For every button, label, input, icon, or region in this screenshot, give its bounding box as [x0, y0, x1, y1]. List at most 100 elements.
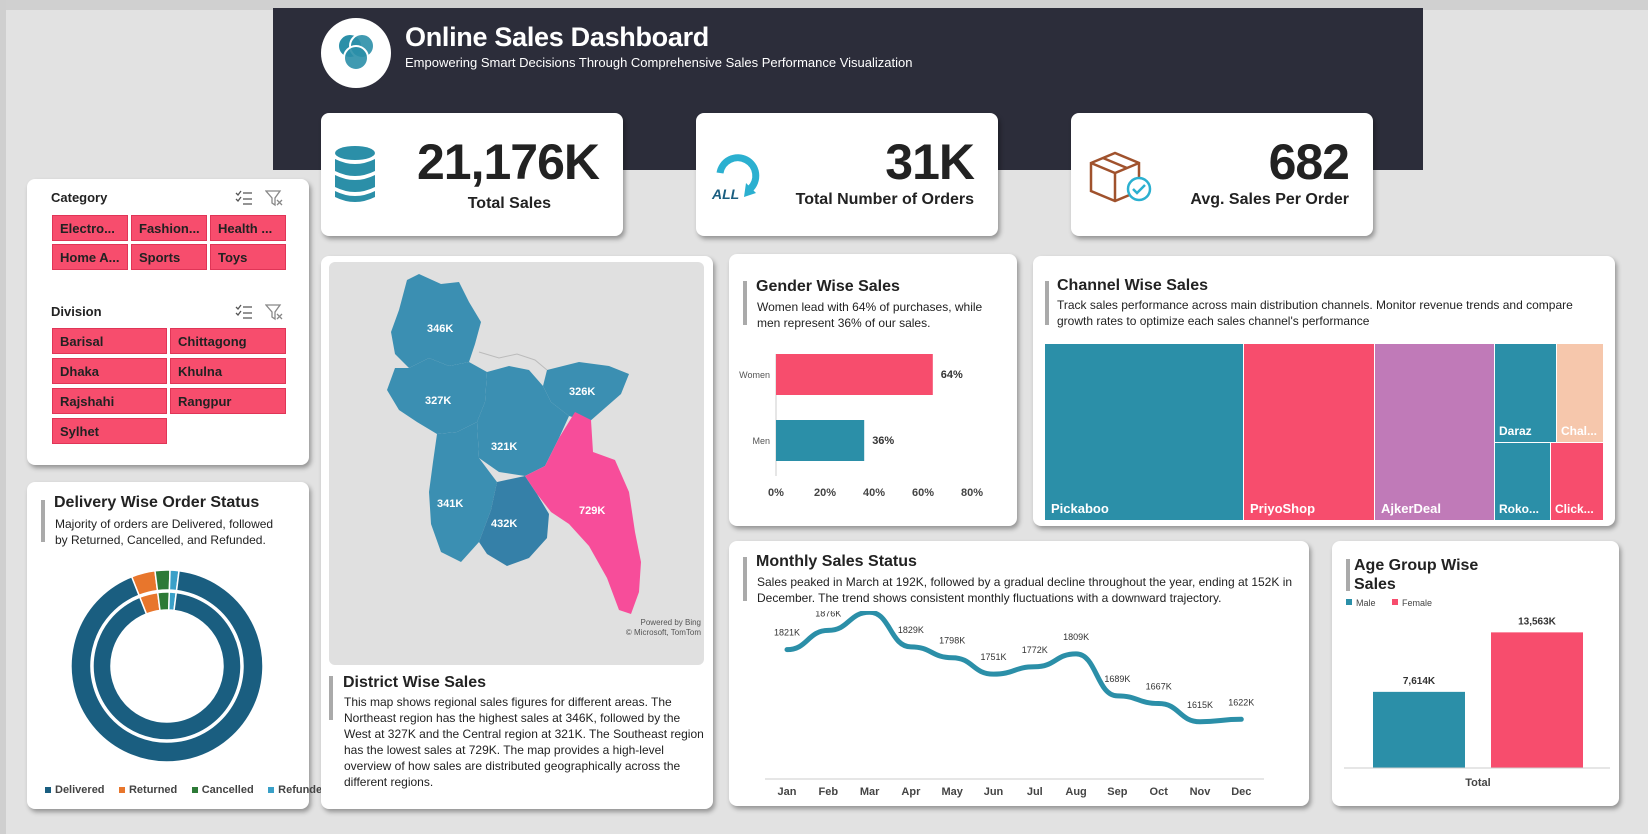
x-tick-label: Jun — [984, 786, 1004, 798]
bar-male[interactable] — [1373, 691, 1465, 768]
accent-bar — [329, 676, 333, 720]
tile-label: Chal... — [1561, 424, 1598, 438]
category-chip[interactable]: Sports — [131, 244, 207, 270]
data-label: 1622K — [1228, 697, 1254, 707]
legend-item: Delivered — [45, 784, 105, 796]
legend-label: Female — [1402, 598, 1432, 608]
monthly-title: Monthly Sales Status — [756, 553, 917, 570]
category-chip[interactable]: Toys — [210, 244, 286, 270]
database-icon — [335, 146, 375, 202]
category-chip[interactable]: Electro... — [52, 215, 128, 241]
accent-bar — [743, 557, 747, 601]
tile-label: Pickaboo — [1051, 501, 1109, 516]
division-chip[interactable]: Khulna — [170, 358, 286, 384]
package-check-icon — [1089, 151, 1152, 203]
legend-label: Cancelled — [201, 784, 254, 796]
svg-text:ALL: ALL — [711, 186, 739, 202]
channel-title: Channel Wise Sales — [1057, 277, 1209, 294]
region-southeast[interactable] — [525, 412, 641, 614]
treemap-tile[interactable]: AjkerDeal — [1375, 344, 1494, 520]
age-bar-chart: Male Female 7,614K 13,563K Total — [1344, 598, 1610, 789]
multi-select-icon[interactable] — [235, 189, 253, 207]
map-desc: This map shows regional sales figures fo… — [344, 695, 704, 789]
data-label: 1751K — [980, 652, 1006, 662]
x-tick-label: Nov — [1190, 786, 1212, 798]
donut-slice-cancelled[interactable] — [156, 591, 171, 612]
division-chip[interactable]: Rangpur — [170, 388, 286, 414]
division-chip[interactable]: Dhaka — [52, 358, 167, 384]
region-northeast[interactable] — [543, 362, 629, 422]
map-label: 346K — [427, 323, 453, 335]
page-title: Online Sales Dashboard — [405, 22, 709, 52]
map-attribution: © Microsoft, TomTom — [626, 628, 701, 637]
division-chip[interactable]: Barisal — [52, 328, 167, 354]
channel-desc: Track sales performance across main dist… — [1057, 298, 1573, 328]
donut-slice-delivered[interactable] — [92, 591, 242, 741]
treemap-tile[interactable]: Chal... — [1557, 344, 1603, 442]
category-label: Women — [739, 370, 770, 380]
legend-label: Male — [1356, 598, 1376, 608]
venn-logo-icon — [337, 33, 375, 71]
map-label: 327K — [425, 395, 451, 407]
x-tick-label: 40% — [863, 487, 885, 499]
bangladesh-map: 346K 327K 326K 321K 341K 432K 729K Power… — [387, 274, 701, 637]
left-band — [0, 0, 6, 834]
treemap-tile[interactable]: Daraz — [1495, 344, 1556, 442]
division-slicer-title: Division — [51, 304, 102, 319]
division-chip[interactable]: Sylhet — [52, 418, 167, 444]
donut-slice-delivered[interactable] — [70, 569, 264, 763]
treemap-tile[interactable]: Click... — [1551, 443, 1603, 520]
x-tick-label: Aug — [1065, 786, 1086, 798]
x-tick-label: 20% — [814, 487, 836, 499]
map-canvas[interactable]: 346K 327K 326K 321K 341K 432K 729K Power… — [329, 262, 704, 665]
legend-item: Cancelled — [191, 784, 254, 796]
treemap-tile[interactable]: PriyoShop — [1244, 344, 1374, 520]
x-tick-label: Oct — [1150, 786, 1169, 798]
category-chip[interactable]: Fashion... — [131, 215, 207, 241]
multi-select-icon[interactable] — [235, 303, 253, 321]
region-southwest[interactable] — [429, 422, 497, 562]
kpi-value: 682 — [1268, 134, 1350, 190]
clear-filter-icon[interactable] — [265, 189, 283, 207]
tile-label: PriyoShop — [1250, 501, 1316, 516]
region-south[interactable] — [479, 476, 549, 566]
x-tick-label: 80% — [961, 487, 983, 499]
map-label: 326K — [569, 386, 595, 398]
region-north[interactable] — [391, 274, 481, 368]
gender-title: Gender Wise Sales — [756, 278, 900, 295]
treemap-tile[interactable]: Pickaboo — [1045, 344, 1243, 520]
division-chip[interactable]: Rajshahi — [52, 388, 167, 414]
bar-men[interactable] — [776, 420, 865, 461]
region-west[interactable] — [387, 358, 487, 434]
kpi-card-total-sales: 21,176K Total Sales — [321, 113, 623, 236]
bar-women[interactable] — [776, 354, 933, 395]
data-label: 1829K — [898, 625, 924, 635]
x-tick-label: Total — [1465, 777, 1490, 789]
division-chip[interactable]: Chittagong — [170, 328, 286, 354]
map-title: District Wise Sales — [343, 674, 487, 691]
refresh-all-icon: ALL — [711, 154, 760, 202]
tile-label: Roko... — [1499, 502, 1540, 516]
donut-slice-cancelled[interactable] — [154, 569, 171, 592]
x-tick-label: May — [941, 786, 963, 798]
clear-filter-icon[interactable] — [265, 303, 283, 321]
kpi-label: Total Sales — [467, 195, 551, 212]
accent-bar — [1346, 559, 1350, 591]
x-tick-label: 60% — [912, 487, 934, 499]
accent-bar — [1045, 281, 1049, 325]
x-tick-label: Jan — [778, 786, 797, 798]
treemap-tile[interactable]: Roko... — [1495, 443, 1550, 520]
region-central[interactable] — [477, 366, 569, 476]
category-chip[interactable]: Health ... — [210, 215, 286, 241]
sales-line[interactable] — [784, 611, 1244, 725]
delivery-legend: Delivered Returned Cancelled Refunded — [45, 780, 329, 798]
data-label: 1689K — [1104, 674, 1130, 684]
district-map-card: 346K 327K 326K 321K 341K 432K 729K Power… — [321, 256, 713, 809]
gender-card: Gender Wise Sales Women lead with 64% of… — [729, 254, 1017, 526]
accent-bar — [41, 500, 45, 542]
delivery-desc: Majority of orders are Delivered, follow… — [55, 517, 274, 547]
x-tick-label: 0% — [768, 487, 784, 499]
map-label: 341K — [437, 498, 463, 510]
category-chip[interactable]: Home A... — [52, 244, 128, 270]
bar-female[interactable] — [1491, 632, 1583, 768]
